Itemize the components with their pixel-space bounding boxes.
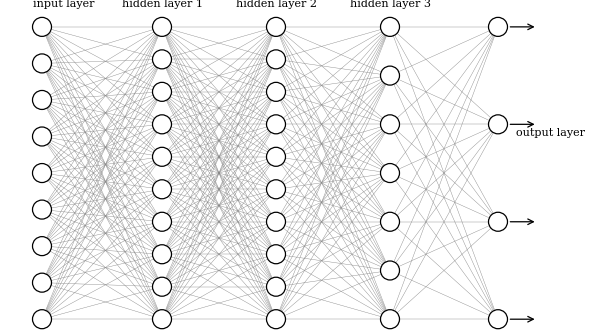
Circle shape [266, 212, 286, 231]
Circle shape [266, 245, 286, 264]
Circle shape [266, 17, 286, 36]
Circle shape [380, 17, 400, 36]
Circle shape [32, 17, 52, 36]
Circle shape [380, 212, 400, 231]
Circle shape [152, 180, 172, 199]
Circle shape [266, 180, 286, 199]
Circle shape [152, 245, 172, 264]
Circle shape [266, 277, 286, 296]
Circle shape [488, 115, 508, 134]
Circle shape [32, 200, 52, 219]
Circle shape [152, 115, 172, 134]
Circle shape [380, 115, 400, 134]
Circle shape [152, 50, 172, 69]
Circle shape [380, 310, 400, 329]
Circle shape [152, 310, 172, 329]
Circle shape [152, 17, 172, 36]
Circle shape [488, 17, 508, 36]
Circle shape [266, 115, 286, 134]
Circle shape [32, 54, 52, 73]
Circle shape [488, 310, 508, 329]
Circle shape [32, 273, 52, 292]
Text: output layer: output layer [515, 128, 584, 138]
Text: hidden layer 3: hidden layer 3 [349, 0, 431, 9]
Circle shape [488, 212, 508, 231]
Circle shape [152, 82, 172, 101]
Circle shape [32, 127, 52, 146]
Circle shape [266, 50, 286, 69]
Circle shape [32, 90, 52, 110]
Circle shape [32, 310, 52, 329]
Circle shape [32, 237, 52, 256]
Circle shape [266, 82, 286, 101]
Circle shape [380, 66, 400, 85]
Circle shape [152, 277, 172, 296]
Circle shape [152, 212, 172, 231]
Circle shape [32, 164, 52, 182]
Text: hidden layer 1: hidden layer 1 [121, 0, 203, 9]
Circle shape [266, 147, 286, 166]
Circle shape [380, 261, 400, 280]
Circle shape [380, 164, 400, 182]
Text: input layer: input layer [32, 0, 94, 9]
Text: hidden layer 2: hidden layer 2 [235, 0, 317, 9]
Circle shape [152, 147, 172, 166]
Circle shape [266, 310, 286, 329]
